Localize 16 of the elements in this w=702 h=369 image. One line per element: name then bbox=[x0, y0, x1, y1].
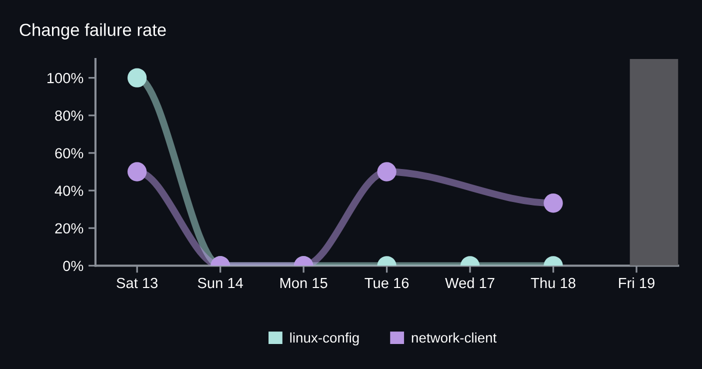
y-tick-label: 60% bbox=[55, 148, 84, 158]
y-tick-label: 100% bbox=[47, 72, 84, 84]
x-tick-label: Wed 17 bbox=[445, 277, 494, 288]
y-tick-label: 20% bbox=[55, 223, 84, 234]
x-tick-label: Sun 14 bbox=[198, 278, 244, 288]
y-tick-label: 0% bbox=[63, 260, 84, 272]
x-tick-label: Mon 15 bbox=[280, 278, 328, 288]
x-tick-label: Tue 16 bbox=[364, 278, 409, 288]
x-tick-label: Sat 13 bbox=[116, 278, 158, 288]
x-tick-label: Thu 18 bbox=[530, 277, 576, 288]
legend-label: linux-config bbox=[290, 332, 359, 346]
x-tick-label: Fri 19 bbox=[619, 277, 654, 288]
y-tick-label: 40% bbox=[54, 186, 84, 196]
y-tick-label: 80% bbox=[55, 110, 84, 121]
chart-title: Change failure rate bbox=[20, 23, 166, 40]
legend-label: network-client bbox=[412, 332, 497, 343]
